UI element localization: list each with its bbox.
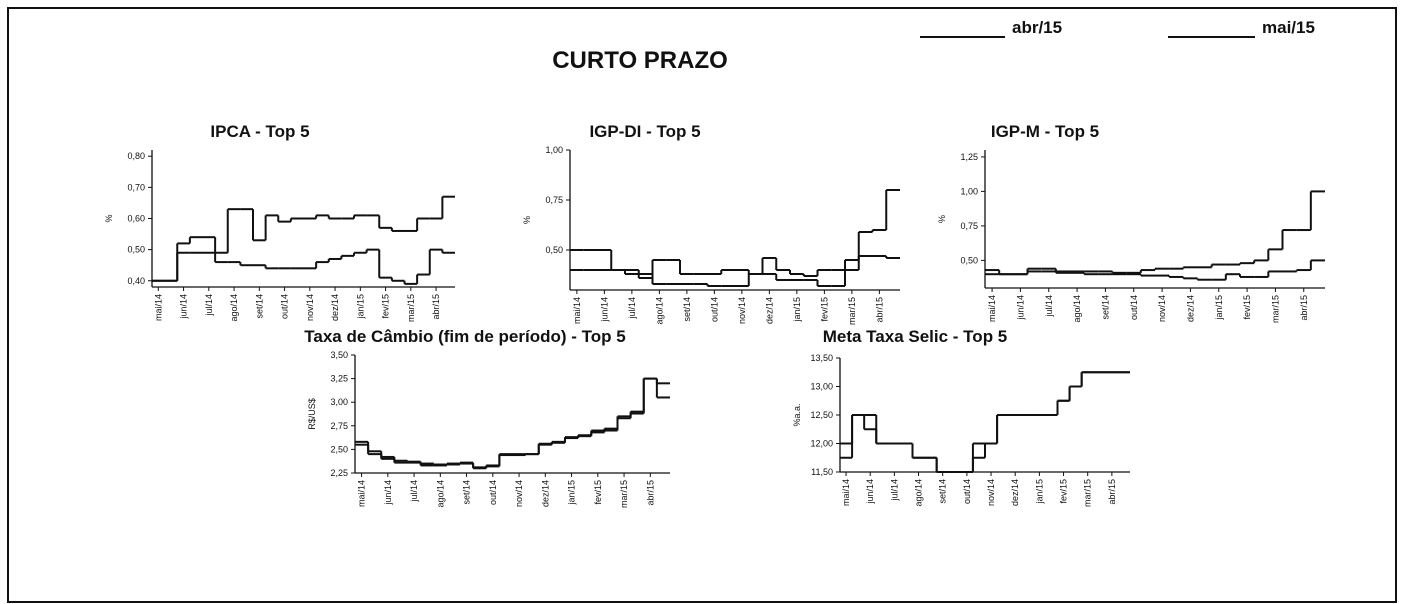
x-tick-label: mai/14 xyxy=(987,295,997,322)
x-tick-label: mai/14 xyxy=(841,479,851,506)
x-tick-label: ago/14 xyxy=(654,297,664,325)
x-tick-label: jan/15 xyxy=(355,294,365,320)
y-tick-label: 3,00 xyxy=(330,397,348,407)
x-tick-label: nov/14 xyxy=(305,294,315,321)
x-tick-label: out/14 xyxy=(962,479,972,504)
y-tick-label: 13,00 xyxy=(810,382,833,392)
x-tick-label: set/14 xyxy=(254,294,264,319)
x-tick-label: ago/14 xyxy=(1072,295,1082,323)
x-tick-label: abr/15 xyxy=(645,480,655,506)
x-tick-label: fev/15 xyxy=(819,297,829,322)
y-tick-label: 0,75 xyxy=(960,221,978,231)
legend-label: abr/15 xyxy=(1012,18,1062,37)
y-tick-label: 0,60 xyxy=(127,214,145,224)
chart-title: IGP-DI - Top 5 xyxy=(589,122,700,141)
y-tick-label: 0,70 xyxy=(127,182,145,192)
x-tick-label: dez/14 xyxy=(1010,479,1020,506)
x-tick-label: jul/14 xyxy=(627,297,637,320)
y-tick-label: 2,25 xyxy=(330,468,348,478)
y-tick-label: 0,50 xyxy=(127,245,145,255)
y-tick-label: 3,50 xyxy=(330,350,348,360)
x-tick-label: mai/14 xyxy=(357,480,367,507)
x-tick-label: fev/15 xyxy=(381,294,391,319)
x-tick-label: set/14 xyxy=(1100,295,1110,320)
y-axis-label: %a.a. xyxy=(792,403,802,426)
y-tick-label: 1,00 xyxy=(545,145,563,155)
x-tick-label: nov/14 xyxy=(1157,295,1167,322)
chart-title: Meta Taxa Selic - Top 5 xyxy=(823,327,1008,346)
x-tick-label: jul/14 xyxy=(409,480,419,503)
y-tick-label: 3,25 xyxy=(330,374,348,384)
x-tick-label: fev/15 xyxy=(1059,479,1069,504)
x-tick-label: out/14 xyxy=(280,294,290,319)
x-tick-label: abr/15 xyxy=(874,297,884,323)
chart-title: IPCA - Top 5 xyxy=(210,122,309,141)
y-tick-label: 13,50 xyxy=(810,353,833,363)
x-tick-label: dez/14 xyxy=(1185,295,1195,322)
x-tick-label: mar/15 xyxy=(619,480,629,508)
chart-title: IGP-M - Top 5 xyxy=(991,122,1099,141)
x-tick-label: mar/15 xyxy=(1270,295,1280,323)
x-tick-label: ago/14 xyxy=(435,480,445,508)
y-axis-label: % xyxy=(104,214,114,222)
y-tick-label: 12,50 xyxy=(810,410,833,420)
x-tick-label: mar/15 xyxy=(847,297,857,325)
x-tick-label: abr/15 xyxy=(431,294,441,320)
x-tick-label: mai/14 xyxy=(572,297,582,324)
y-axis-label: % xyxy=(522,216,532,224)
x-tick-label: ago/14 xyxy=(229,294,239,322)
x-tick-label: dez/14 xyxy=(330,294,340,321)
x-tick-label: set/14 xyxy=(462,480,472,505)
x-tick-label: fev/15 xyxy=(1242,295,1252,320)
x-tick-label: jul/14 xyxy=(204,294,214,317)
x-tick-label: mar/15 xyxy=(1083,479,1093,507)
y-tick-label: 0,50 xyxy=(960,255,978,265)
x-tick-label: nov/14 xyxy=(514,480,524,507)
y-tick-label: 0,40 xyxy=(127,276,145,286)
y-tick-label: 2,75 xyxy=(330,421,348,431)
legend-label: mai/15 xyxy=(1262,18,1315,37)
x-tick-label: jun/14 xyxy=(865,479,875,505)
y-tick-label: 0,75 xyxy=(545,195,563,205)
x-tick-label: dez/14 xyxy=(764,297,774,324)
frame xyxy=(7,7,1397,603)
y-tick-label: 1,00 xyxy=(960,186,978,196)
x-tick-label: out/14 xyxy=(1129,295,1139,320)
x-tick-label: set/14 xyxy=(682,297,692,322)
x-tick-label: ago/14 xyxy=(914,479,924,507)
x-tick-label: out/14 xyxy=(488,480,498,505)
y-tick-label: 12,00 xyxy=(810,439,833,449)
x-tick-label: jun/14 xyxy=(179,294,189,320)
x-tick-label: dez/14 xyxy=(540,480,550,507)
x-tick-label: jul/14 xyxy=(1044,295,1054,318)
page-title: CURTO PRAZO xyxy=(552,47,728,74)
y-tick-label: 2,50 xyxy=(330,444,348,454)
x-tick-label: fev/15 xyxy=(593,480,603,505)
x-tick-label: abr/15 xyxy=(1107,479,1117,505)
x-tick-label: jan/15 xyxy=(1214,295,1224,321)
chart-title: Taxa de Câmbio (fim de período) - Top 5 xyxy=(304,327,625,346)
x-tick-label: abr/15 xyxy=(1299,295,1309,321)
y-axis-label: % xyxy=(937,215,947,223)
x-tick-label: jan/15 xyxy=(792,297,802,323)
x-tick-label: jul/14 xyxy=(889,479,899,502)
y-tick-label: 11,50 xyxy=(811,467,833,477)
x-tick-label: jun/14 xyxy=(599,297,609,323)
x-tick-label: jun/14 xyxy=(1015,295,1025,321)
x-tick-label: jan/15 xyxy=(567,480,577,506)
y-tick-label: 0,50 xyxy=(545,245,563,255)
x-tick-label: mar/15 xyxy=(406,294,416,322)
y-tick-label: 1,25 xyxy=(960,152,978,162)
x-tick-label: nov/14 xyxy=(737,297,747,324)
y-tick-label: 0,80 xyxy=(127,151,145,161)
x-tick-label: nov/14 xyxy=(986,479,996,506)
y-axis-label: R$/US$ xyxy=(307,398,317,430)
x-tick-label: mai/14 xyxy=(153,294,163,321)
x-tick-label: jun/14 xyxy=(383,480,393,506)
x-tick-label: set/14 xyxy=(938,479,948,504)
x-tick-label: jan/15 xyxy=(1034,479,1044,505)
x-tick-label: out/14 xyxy=(709,297,719,322)
